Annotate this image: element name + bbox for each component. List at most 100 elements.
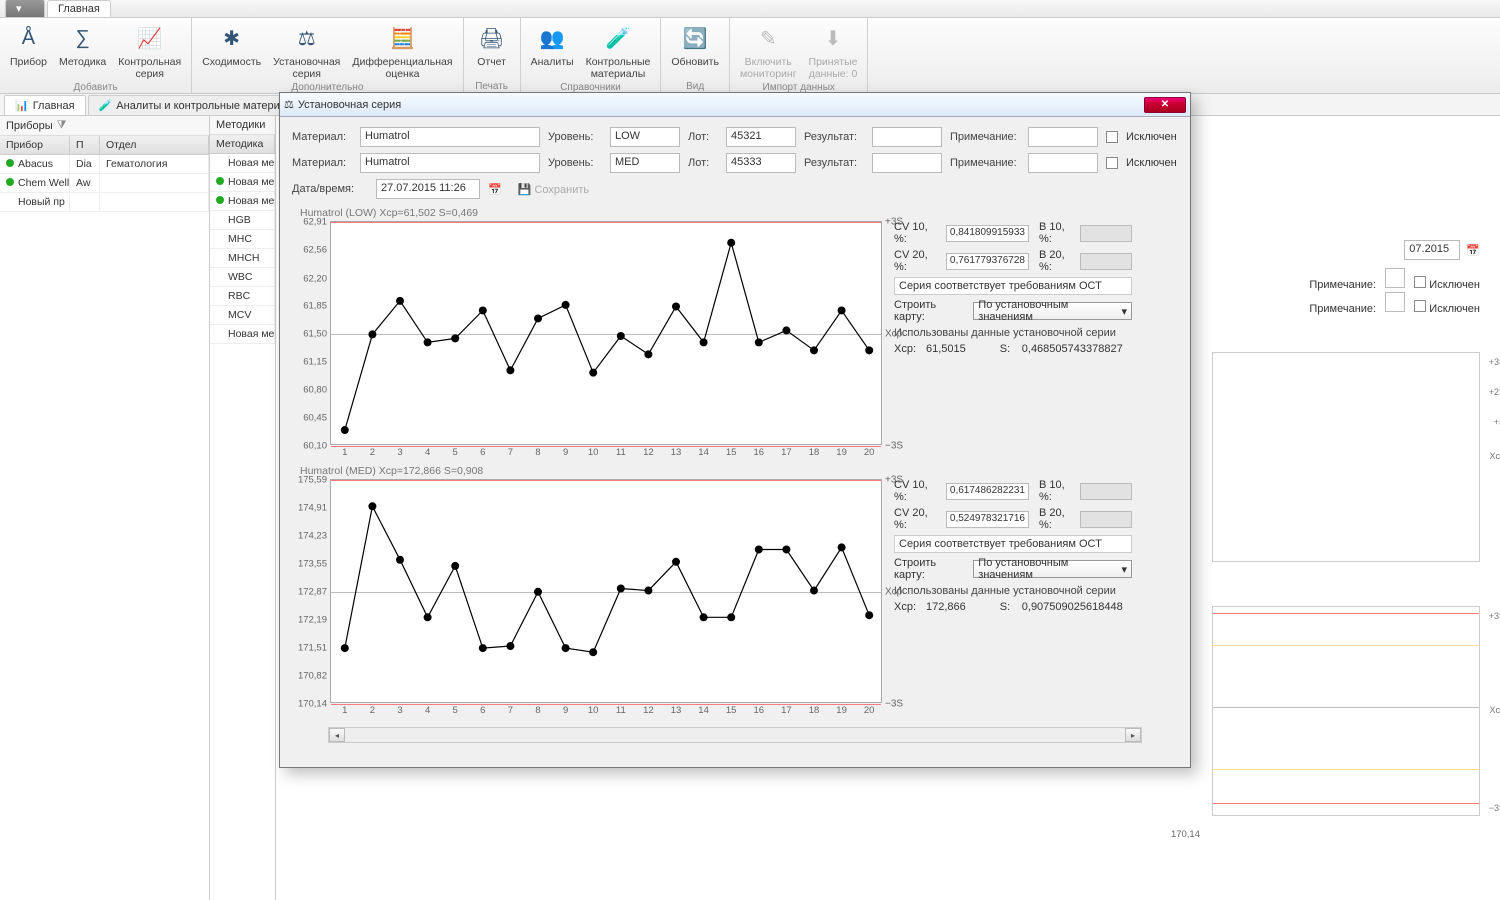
ribbon-item-label: Аналиты — [531, 54, 574, 68]
x-tick: 15 — [726, 702, 737, 716]
ribbon-refresh[interactable]: 🔄Обновить — [665, 20, 725, 81]
bg-date-value: 07.2015 — [1404, 240, 1460, 260]
ribbon-control-materials[interactable]: 🧪Контрольныематериалы — [580, 20, 657, 82]
datetime-input[interactable]: 27.07.2015 11:26 — [376, 179, 480, 199]
result-input[interactable] — [872, 127, 942, 147]
ribbon-analytes-icon: 👥 — [531, 22, 574, 54]
material-row: Материал:HumatrolУровень:MEDЛот:45333Рез… — [292, 153, 1178, 173]
method-row[interactable]: MHC — [210, 230, 275, 249]
material-input[interactable]: Humatrol — [360, 127, 540, 147]
bg-excluded-check[interactable] — [1414, 300, 1426, 312]
lot-input[interactable]: 45321 — [726, 127, 796, 147]
method-row[interactable]: WBC — [210, 268, 275, 287]
datetime-label: Дата/время: — [292, 183, 368, 195]
result-label: Результат: — [804, 131, 864, 143]
ribbon-analytes[interactable]: 👥Аналиты — [525, 20, 580, 82]
note-label: Примечание: — [950, 157, 1020, 169]
build-dropdown[interactable]: По установочным значениям▾ — [973, 560, 1132, 578]
bg-excluded-check[interactable] — [1414, 276, 1426, 288]
material-input[interactable]: Humatrol — [360, 153, 540, 173]
instrument-row[interactable]: Новый пр — [0, 193, 209, 212]
bg-lbl: −3S — [1489, 803, 1500, 813]
chart-right-label: +3S — [881, 475, 903, 486]
material-row: Материал:HumatrolУровень:LOWЛот:45321Рез… — [292, 127, 1178, 147]
x-tick: 10 — [588, 444, 599, 458]
main-menu-tab[interactable]: Главная — [47, 0, 111, 17]
x-tick: 13 — [671, 444, 682, 458]
method-row[interactable]: MHCH — [210, 249, 275, 268]
horizontal-scrollbar[interactable]: ◂▸ — [328, 727, 1142, 743]
lot-input[interactable]: 45333 — [726, 153, 796, 173]
doc-tab-label: Аналиты и контрольные материалы — [116, 100, 300, 112]
col-p[interactable]: П — [70, 136, 100, 154]
level-input[interactable]: MED — [610, 153, 680, 173]
x-tick: 17 — [781, 444, 792, 458]
ribbon-diff-eval[interactable]: 🧮Дифференциальнаяоценка — [346, 20, 458, 82]
close-button[interactable]: ✕ — [1144, 97, 1186, 113]
excluded-label: Исключен — [1126, 157, 1177, 169]
bg-note-input[interactable] — [1385, 268, 1405, 288]
bg-chart-1: +3S +2S +S Xcp — [1212, 352, 1480, 562]
method-row[interactable]: Новая мет — [210, 192, 275, 211]
x-tick: 16 — [754, 444, 765, 458]
chart-right-label: −3S — [881, 441, 903, 452]
doc-tab-analytes[interactable]: 🧪 Аналиты и контрольные материалы — [88, 95, 312, 115]
ribbon-item-label: Контрольнаясерия — [118, 54, 181, 80]
method-row[interactable]: Новая мет — [210, 173, 275, 192]
col-method[interactable]: Методика — [210, 135, 275, 153]
excluded-check[interactable] — [1106, 131, 1118, 143]
note-input[interactable] — [1028, 153, 1098, 173]
ribbon-convergence[interactable]: ✱Сходимость — [196, 20, 267, 82]
x-tick: 4 — [425, 444, 430, 458]
calendar-icon[interactable]: 📅 — [488, 183, 502, 196]
result-input[interactable] — [872, 153, 942, 173]
x-tick: 17 — [781, 702, 792, 716]
col-dept[interactable]: Отдел — [100, 136, 209, 154]
x-tick: 15 — [726, 444, 737, 458]
chart-title: Humatrol (MED) Xcp=172,866 S=0,908 — [292, 463, 1178, 479]
y-tick: 61,15 — [303, 357, 331, 368]
b10-label: B 10, %: — [1039, 479, 1076, 503]
xcp-label: Xср: — [894, 601, 922, 613]
ribbon-setup-series[interactable]: ⚖Установочнаясерия — [267, 20, 346, 82]
x-tick: 19 — [836, 702, 847, 716]
y-tick: 60,80 — [303, 385, 331, 396]
x-tick: 3 — [397, 444, 402, 458]
x-tick: 11 — [616, 444, 626, 458]
method-row[interactable]: MCV — [210, 306, 275, 325]
bg-note-input[interactable] — [1385, 292, 1405, 312]
method-row[interactable]: HGB — [210, 211, 275, 230]
ribbon-item-label: Принятыеданные: 0 — [809, 54, 858, 80]
method-row[interactable]: RBC — [210, 287, 275, 306]
ribbon-control-series[interactable]: 📈Контрольнаясерия — [112, 20, 187, 82]
setup-series-dialog: ⚖ Установочная серия ✕ Материал:Humatrol… — [279, 92, 1191, 768]
xcp-value: 172,866 — [926, 601, 966, 613]
y-tick: 175,59 — [298, 475, 331, 486]
dialog-titlebar[interactable]: ⚖ Установочная серия ✕ — [280, 93, 1190, 117]
save-button[interactable]: 💾 Сохранить — [518, 183, 589, 196]
ribbon-monitoring: ✎Включитьмониторинг — [734, 20, 803, 82]
excluded-check[interactable] — [1106, 157, 1118, 169]
x-tick: 7 — [508, 444, 513, 458]
ribbon-instrument[interactable]: ÅПрибор — [4, 20, 53, 82]
dialog-title: Установочная серия — [294, 99, 1144, 111]
ribbon-monitoring-icon: ✎ — [740, 22, 797, 54]
build-dropdown[interactable]: По установочным значениям▾ — [973, 302, 1132, 320]
level-label: Уровень: — [548, 131, 602, 143]
y-tick: 172,19 — [298, 614, 331, 625]
doc-tab-main[interactable]: 📊 Главная — [4, 95, 86, 115]
x-tick: 19 — [836, 444, 847, 458]
ribbon-method[interactable]: ∑Методика — [53, 20, 112, 82]
level-input[interactable]: LOW — [610, 127, 680, 147]
instrument-row[interactable]: AbacusDiaГематология — [0, 155, 209, 174]
instrument-row[interactable]: Chem WellAw — [0, 174, 209, 193]
calendar-icon[interactable]: 📅 — [1466, 244, 1480, 257]
file-menu-tab[interactable]: ▾ — [5, 0, 45, 17]
filter-icon[interactable]: ⧩ — [57, 119, 67, 132]
col-instrument[interactable]: Прибор — [0, 136, 70, 154]
note-input[interactable] — [1028, 127, 1098, 147]
ribbon-report[interactable]: 🖨Отчет — [468, 20, 516, 81]
method-row[interactable]: Новая мет — [210, 154, 275, 173]
cv20-label: CV 20, %: — [894, 249, 942, 273]
method-row[interactable]: Новая мет — [210, 325, 275, 344]
